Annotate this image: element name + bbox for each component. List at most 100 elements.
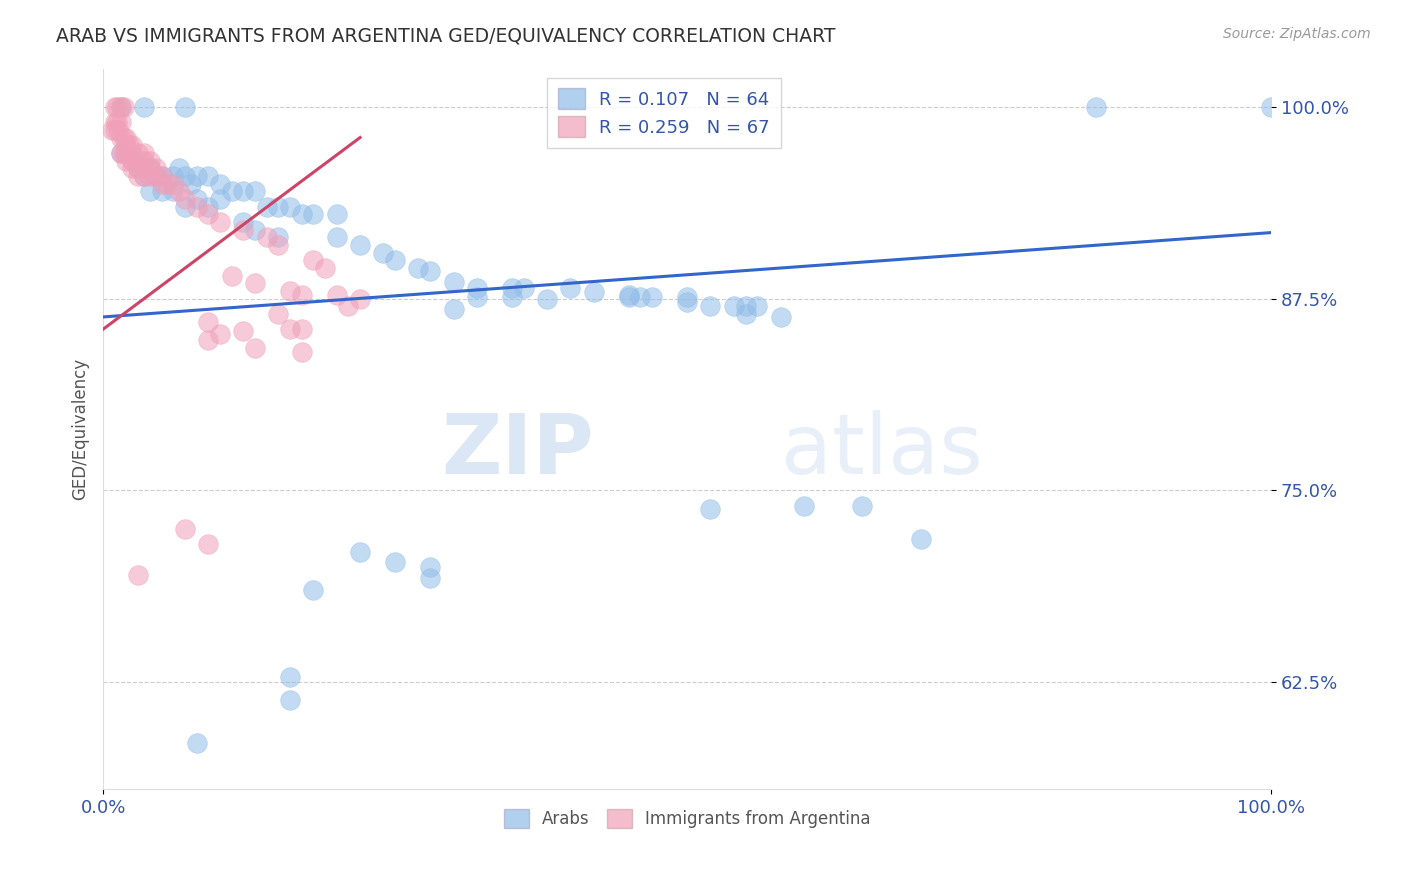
Point	[180, 177, 202, 191]
Point	[139, 184, 162, 198]
Point	[723, 299, 745, 313]
Point	[115, 145, 138, 160]
Point	[373, 245, 395, 260]
Text: Source: ZipAtlas.com: Source: ZipAtlas.com	[1223, 27, 1371, 41]
Text: ARAB VS IMMIGRANTS FROM ARGENTINA GED/EQUIVALENCY CORRELATION CHART: ARAB VS IMMIGRANTS FROM ARGENTINA GED/EQ…	[56, 27, 835, 45]
Point	[419, 264, 441, 278]
Point	[408, 260, 430, 275]
Point	[139, 161, 162, 176]
Point	[419, 571, 441, 585]
Point	[197, 314, 219, 328]
Point	[173, 522, 195, 536]
Legend: Arabs, Immigrants from Argentina: Arabs, Immigrants from Argentina	[498, 803, 877, 835]
Point	[167, 161, 190, 176]
Point	[208, 326, 231, 341]
Point	[1084, 100, 1107, 114]
Point	[173, 100, 195, 114]
Point	[267, 307, 290, 321]
Point	[197, 207, 219, 221]
Point	[256, 230, 278, 244]
Point	[121, 153, 143, 168]
Point	[278, 284, 301, 298]
Point	[1260, 100, 1282, 114]
Point	[173, 192, 195, 206]
Point	[197, 333, 219, 347]
Point	[145, 169, 167, 183]
Point	[173, 169, 195, 183]
Point	[512, 281, 534, 295]
Point	[121, 153, 143, 168]
Point	[104, 115, 127, 129]
Point	[291, 345, 314, 359]
Point	[208, 177, 231, 191]
Point	[501, 281, 523, 295]
Point	[127, 161, 149, 176]
Point	[186, 200, 208, 214]
Point	[384, 253, 406, 268]
Point	[110, 100, 132, 114]
Point	[145, 161, 167, 176]
Point	[302, 582, 325, 597]
Point	[121, 138, 143, 153]
Point	[769, 310, 792, 324]
Point	[162, 169, 184, 183]
Point	[302, 207, 325, 221]
Point	[349, 292, 371, 306]
Point	[314, 260, 336, 275]
Point	[256, 200, 278, 214]
Point	[127, 153, 149, 168]
Point	[118, 138, 141, 153]
Point	[115, 138, 138, 153]
Point	[112, 145, 135, 160]
Point	[115, 153, 138, 168]
Point	[910, 533, 932, 547]
Point	[150, 169, 173, 183]
Point	[465, 290, 488, 304]
Point	[734, 299, 756, 313]
Point	[243, 341, 266, 355]
Point	[112, 130, 135, 145]
Point	[186, 736, 208, 750]
Point	[127, 169, 149, 183]
Point	[145, 169, 167, 183]
Point	[127, 567, 149, 582]
Point	[291, 207, 314, 221]
Point	[793, 499, 815, 513]
Point	[278, 322, 301, 336]
Point	[167, 184, 190, 198]
Point	[501, 290, 523, 304]
Point	[267, 230, 290, 244]
Point	[132, 145, 155, 160]
Point	[641, 290, 664, 304]
Point	[221, 268, 243, 283]
Point	[536, 292, 558, 306]
Text: atlas: atlas	[780, 410, 983, 491]
Point	[127, 145, 149, 160]
Point	[197, 200, 219, 214]
Point	[107, 123, 129, 137]
Point	[197, 537, 219, 551]
Point	[232, 215, 254, 229]
Point	[243, 184, 266, 198]
Point	[132, 169, 155, 183]
Y-axis label: GED/Equivalency: GED/Equivalency	[72, 358, 89, 500]
Point	[465, 281, 488, 295]
Point	[104, 123, 127, 137]
Point	[747, 299, 769, 313]
Point	[110, 145, 132, 160]
Point	[617, 288, 640, 302]
Point	[267, 238, 290, 252]
Point	[110, 145, 132, 160]
Point	[127, 161, 149, 176]
Point	[110, 115, 132, 129]
Point	[699, 501, 721, 516]
Point	[115, 130, 138, 145]
Point	[617, 290, 640, 304]
Point	[150, 177, 173, 191]
Point	[232, 324, 254, 338]
Point	[419, 560, 441, 574]
Point	[104, 100, 127, 114]
Point	[221, 184, 243, 198]
Point	[132, 153, 155, 168]
Point	[132, 161, 155, 176]
